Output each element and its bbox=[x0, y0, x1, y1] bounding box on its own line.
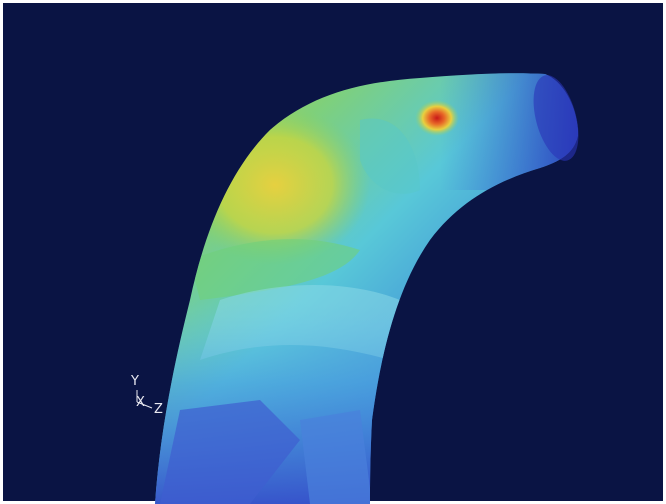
axis-label: X bbox=[136, 395, 145, 410]
axis-label: Y bbox=[130, 374, 139, 389]
axis-label: Z bbox=[154, 402, 163, 417]
page: {"axis_triad": {"y_label": "Y", "x_label… bbox=[0, 0, 666, 504]
contour-patch bbox=[300, 410, 372, 504]
hotspot bbox=[415, 100, 459, 136]
viewport: Y X Z bbox=[0, 0, 666, 504]
